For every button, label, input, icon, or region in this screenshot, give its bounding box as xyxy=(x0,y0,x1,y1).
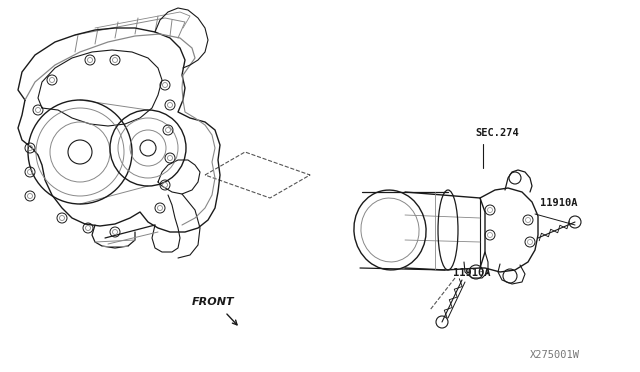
Text: FRONT: FRONT xyxy=(192,297,235,307)
Text: X275001W: X275001W xyxy=(530,350,580,360)
Text: SEC.274: SEC.274 xyxy=(475,128,519,138)
Text: 11910A: 11910A xyxy=(540,198,577,208)
Text: 11910A: 11910A xyxy=(453,268,490,278)
